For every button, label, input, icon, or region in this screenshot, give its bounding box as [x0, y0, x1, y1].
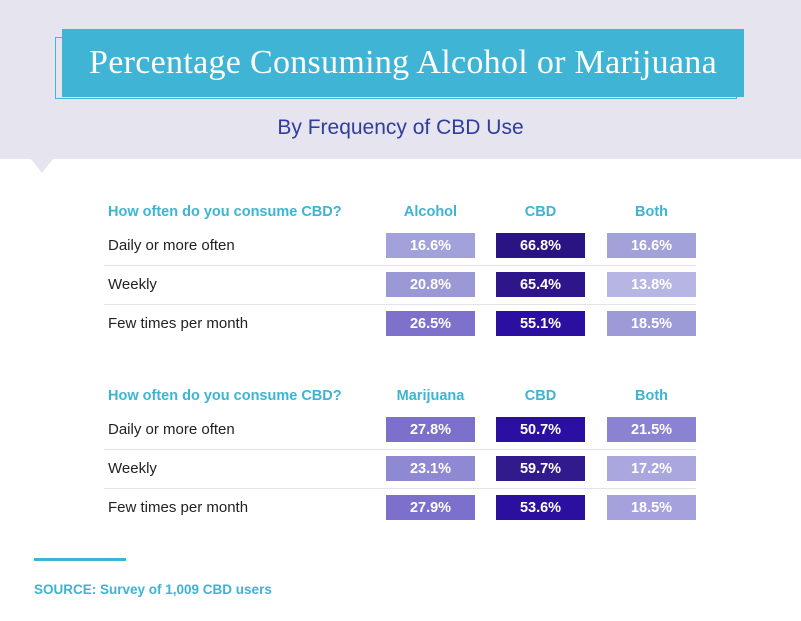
column-header-both: Both	[634, 388, 668, 404]
row-label: Daily or more often	[108, 421, 235, 438]
marijuana-cell: 27.9%	[386, 495, 475, 520]
cbd-cell: 66.8%	[496, 233, 585, 258]
cbd-cell: 59.7%	[496, 456, 585, 481]
table-row: Daily or more often 16.6% 66.8% 16.6%	[104, 227, 696, 266]
cbd-cell: 55.1%	[496, 311, 585, 336]
source-divider	[34, 558, 126, 561]
column-header-cbd: CBD	[524, 388, 557, 404]
table-row: Daily or more often 27.8% 50.7% 21.5%	[104, 411, 696, 450]
marijuana-cell: 27.8%	[386, 417, 475, 442]
column-header-both: Both	[634, 204, 668, 220]
both-cell: 16.6%	[607, 233, 696, 258]
row-label: Weekly	[108, 276, 157, 293]
marijuana-table: How often do you consume CBD? Marijuana …	[104, 383, 696, 527]
title-box: Percentage Consuming Alcohol or Marijuan…	[62, 29, 744, 97]
column-header-question: How often do you consume CBD?	[108, 388, 342, 404]
chart-title: Percentage Consuming Alcohol or Marijuan…	[89, 44, 717, 81]
row-label: Few times per month	[108, 315, 249, 332]
cbd-cell: 53.6%	[496, 495, 585, 520]
table-row: Few times per month 27.9% 53.6% 18.5%	[104, 489, 696, 527]
table-row: Weekly 23.1% 59.7% 17.2%	[104, 450, 696, 489]
column-header-cbd: CBD	[524, 204, 557, 220]
alcohol-table: How often do you consume CBD? Alcohol CB…	[104, 199, 696, 343]
table-header-row: How often do you consume CBD? Alcohol CB…	[104, 199, 696, 227]
row-label: Daily or more often	[108, 237, 235, 254]
source-note: SOURCE: Survey of 1,009 CBD users	[34, 582, 272, 597]
row-label: Weekly	[108, 460, 157, 477]
cbd-cell: 50.7%	[496, 417, 585, 442]
column-header-marijuana: Marijuana	[396, 388, 465, 404]
both-cell: 17.2%	[607, 456, 696, 481]
marijuana-cell: 23.1%	[386, 456, 475, 481]
table-row: Few times per month 26.5% 55.1% 18.5%	[104, 305, 696, 343]
chart-subtitle: By Frequency of CBD Use	[277, 116, 524, 139]
both-cell: 13.8%	[607, 272, 696, 297]
both-cell: 18.5%	[607, 495, 696, 520]
alcohol-cell: 20.8%	[386, 272, 475, 297]
column-header-alcohol: Alcohol	[403, 204, 458, 220]
alcohol-cell: 16.6%	[386, 233, 475, 258]
both-cell: 21.5%	[607, 417, 696, 442]
column-header-question: How often do you consume CBD?	[108, 204, 342, 220]
row-label: Few times per month	[108, 499, 249, 516]
alcohol-cell: 26.5%	[386, 311, 475, 336]
table-header-row: How often do you consume CBD? Marijuana …	[104, 383, 696, 411]
cbd-cell: 65.4%	[496, 272, 585, 297]
table-row: Weekly 20.8% 65.4% 13.8%	[104, 266, 696, 305]
both-cell: 18.5%	[607, 311, 696, 336]
header-pointer	[31, 159, 53, 173]
